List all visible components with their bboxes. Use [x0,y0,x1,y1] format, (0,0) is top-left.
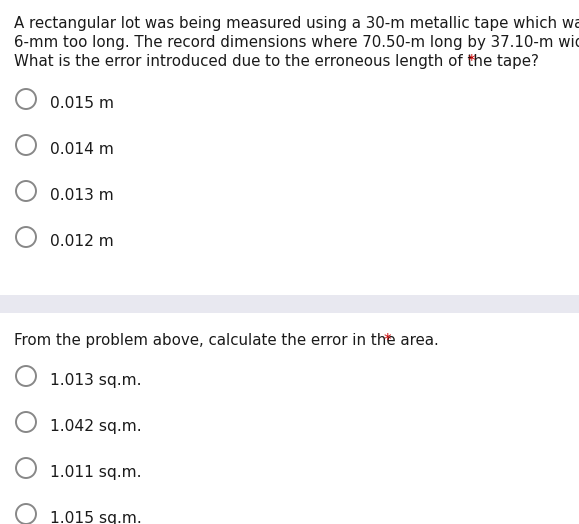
Bar [0,295,579,313]
Text: 0.014 m: 0.014 m [50,142,114,157]
Circle shape [16,89,36,109]
Text: 0.015 m: 0.015 m [50,96,114,111]
Text: *: * [468,54,475,69]
Circle shape [16,458,36,478]
Text: 0.012 m: 0.012 m [50,234,113,249]
Circle shape [16,412,36,432]
Text: From the problem above, calculate the error in the area.: From the problem above, calculate the er… [14,333,444,348]
Text: 0.013 m: 0.013 m [50,188,113,203]
Circle shape [16,504,36,524]
Circle shape [16,135,36,155]
Text: *: * [383,333,391,348]
Circle shape [16,181,36,201]
Text: 1.042 sq.m.: 1.042 sq.m. [50,419,142,434]
Text: 1.011 sq.m.: 1.011 sq.m. [50,465,141,480]
Text: 1.013 sq.m.: 1.013 sq.m. [50,373,141,388]
Circle shape [16,366,36,386]
Text: 6-mm too long. The record dimensions where 70.50-m long by 37.10-m wide.: 6-mm too long. The record dimensions whe… [14,35,579,50]
Text: A rectangular lot was being measured using a 30-m metallic tape which was: A rectangular lot was being measured usi… [14,16,579,31]
Text: What is the error introduced due to the erroneous length of the tape?: What is the error introduced due to the … [14,54,544,69]
Circle shape [16,227,36,247]
Text: 1.015 sq.m.: 1.015 sq.m. [50,511,142,524]
